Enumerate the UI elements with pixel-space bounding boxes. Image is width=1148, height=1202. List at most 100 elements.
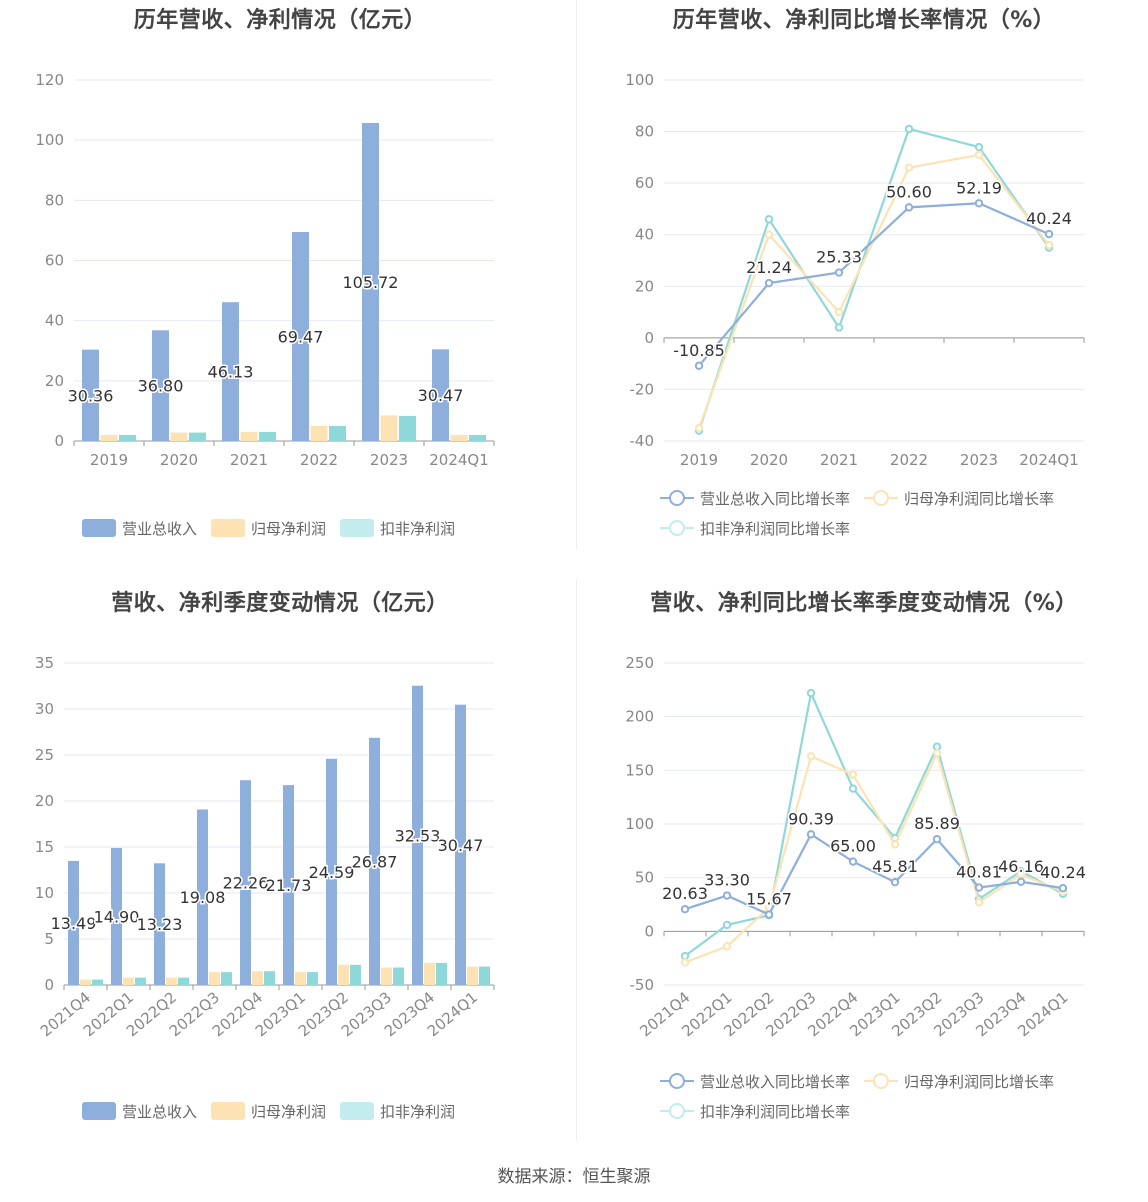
legend-label: 扣非净利润	[380, 1102, 456, 1121]
chart-title: 营收、净利季度变动情况（亿元）	[111, 591, 449, 616]
bar	[307, 972, 318, 985]
data-point	[722, 891, 732, 900]
bar	[292, 232, 309, 441]
data-label: 85.89	[914, 814, 960, 833]
legend-label: 扣非净利润同比增长率	[700, 1102, 851, 1121]
y-tick-label: 100	[35, 131, 64, 149]
y-tick-label: 80	[45, 191, 64, 209]
y-tick-label: 80	[635, 123, 654, 141]
data-label: 26.87	[352, 852, 398, 871]
bar	[92, 979, 103, 985]
y-tick-label: 5	[44, 930, 54, 948]
bar	[310, 425, 328, 441]
legend-swatch	[340, 519, 375, 537]
bar	[393, 967, 404, 985]
legend-item-revenue-growth[interactable]: 营业总收入同比增长率	[660, 1066, 850, 1096]
y-tick-label: 200	[625, 708, 654, 726]
chart-annual-growth: -40 -20 0 20 40 60 80 100 2019 2020 2021 2022 2023 20…	[625, 71, 1085, 469]
x-tick-label: 2023	[960, 451, 998, 469]
legend-label: 归母净利润	[251, 1102, 327, 1121]
bar	[469, 434, 486, 441]
legend-swatch	[211, 519, 246, 537]
y-tick-label: -40	[630, 432, 655, 450]
series-line	[697, 127, 1050, 432]
data-point	[1044, 240, 1054, 250]
x-tick-label: 2019	[680, 451, 718, 469]
y-tick-label: 0	[644, 922, 654, 940]
y-tick-label: 25	[35, 746, 54, 764]
data-point	[904, 203, 914, 212]
data-point	[806, 830, 816, 839]
data-label: 32.53	[395, 826, 441, 845]
data-label: 46.13	[208, 363, 254, 382]
bar	[362, 122, 379, 442]
x-tick-label: 2020	[750, 451, 788, 469]
y-tick-label: 120	[35, 71, 64, 89]
data-point	[974, 883, 984, 892]
y-tick-label: 20	[635, 277, 654, 295]
bar	[479, 966, 490, 985]
legend-item-net-profit[interactable]: 归母净利润	[211, 513, 326, 543]
data-label: 52.19	[956, 178, 1002, 197]
legend-item-net-profit-growth[interactable]: 归母净利润同比增长率	[864, 483, 1054, 513]
data-point	[904, 163, 914, 172]
legend-item-deducted[interactable]: 扣非净利润	[340, 513, 455, 543]
data-point	[694, 361, 704, 371]
data-label: 21.24	[746, 258, 792, 277]
bar	[436, 962, 447, 985]
bar	[166, 977, 177, 985]
bar	[329, 425, 346, 441]
panel-divider-bottom	[576, 580, 577, 1140]
x-tick-label: 2022	[890, 451, 928, 469]
legend-label: 营业总收入	[122, 519, 198, 538]
chart-title: 营收、净利同比增长率季度变动情况（%）	[650, 591, 1078, 616]
data-point	[974, 199, 984, 208]
data-label: 65.00	[830, 837, 876, 856]
x-tick-label: 2022	[300, 451, 338, 469]
bar	[209, 972, 220, 985]
legend-swatch	[864, 1073, 899, 1089]
y-tick-label: 150	[625, 761, 654, 779]
data-label: 30.36	[68, 386, 114, 405]
data-label: 40.24	[1040, 863, 1086, 882]
y-tick-label: 20	[35, 792, 54, 810]
legend-item-net-profit-growth[interactable]: 归母净利润同比增长率	[864, 1066, 1054, 1096]
legend-label: 归母净利润	[251, 519, 327, 538]
legend-swatch	[660, 490, 694, 506]
legend-item-deducted[interactable]: 扣非净利润	[340, 1096, 455, 1126]
data-point	[904, 124, 914, 134]
legend-swatch	[340, 1102, 375, 1120]
bar	[455, 704, 466, 985]
bar	[259, 431, 276, 441]
bar	[222, 302, 239, 441]
bar	[68, 860, 79, 985]
data-label: 30.47	[438, 836, 484, 855]
data-label: 13.49	[51, 914, 97, 933]
y-tick-label: 50	[635, 869, 654, 887]
data-point	[890, 877, 900, 887]
series-line	[698, 202, 1050, 367]
bar	[240, 431, 258, 441]
data-point	[764, 215, 774, 224]
legend-item-revenue[interactable]: 营业总收入	[82, 1096, 197, 1126]
y-tick-label: 0	[644, 329, 654, 347]
legend-item-revenue[interactable]: 营业总收入	[82, 513, 197, 543]
bar	[450, 434, 468, 441]
legend-item-deducted-growth[interactable]: 扣非净利润同比增长率	[660, 1096, 850, 1126]
data-point	[848, 857, 858, 866]
bar	[221, 972, 232, 985]
data-label: -10.85	[673, 341, 725, 360]
y-tick-label: 0	[44, 976, 54, 994]
chart-title: 历年营收、净利同比增长率情况（%）	[672, 8, 1056, 33]
chart-legend: 营业总收入同比增长率 归母净利润同比增长率 扣非净利润同比增长率	[660, 483, 1140, 543]
y-tick-label: 100	[625, 71, 654, 89]
y-tick-label: -20	[630, 380, 655, 398]
data-label: 45.81	[872, 857, 918, 876]
legend-item-deducted-growth[interactable]: 扣非净利润同比增长率	[660, 513, 850, 543]
data-label: 15.67	[746, 890, 792, 909]
bar	[100, 434, 118, 441]
legend-label: 扣非净利润同比增长率	[700, 519, 851, 538]
data-label: 50.60	[886, 182, 932, 201]
legend-item-revenue-growth[interactable]: 营业总收入同比增长率	[660, 483, 850, 513]
legend-item-net-profit[interactable]: 归母净利润	[211, 1096, 326, 1126]
